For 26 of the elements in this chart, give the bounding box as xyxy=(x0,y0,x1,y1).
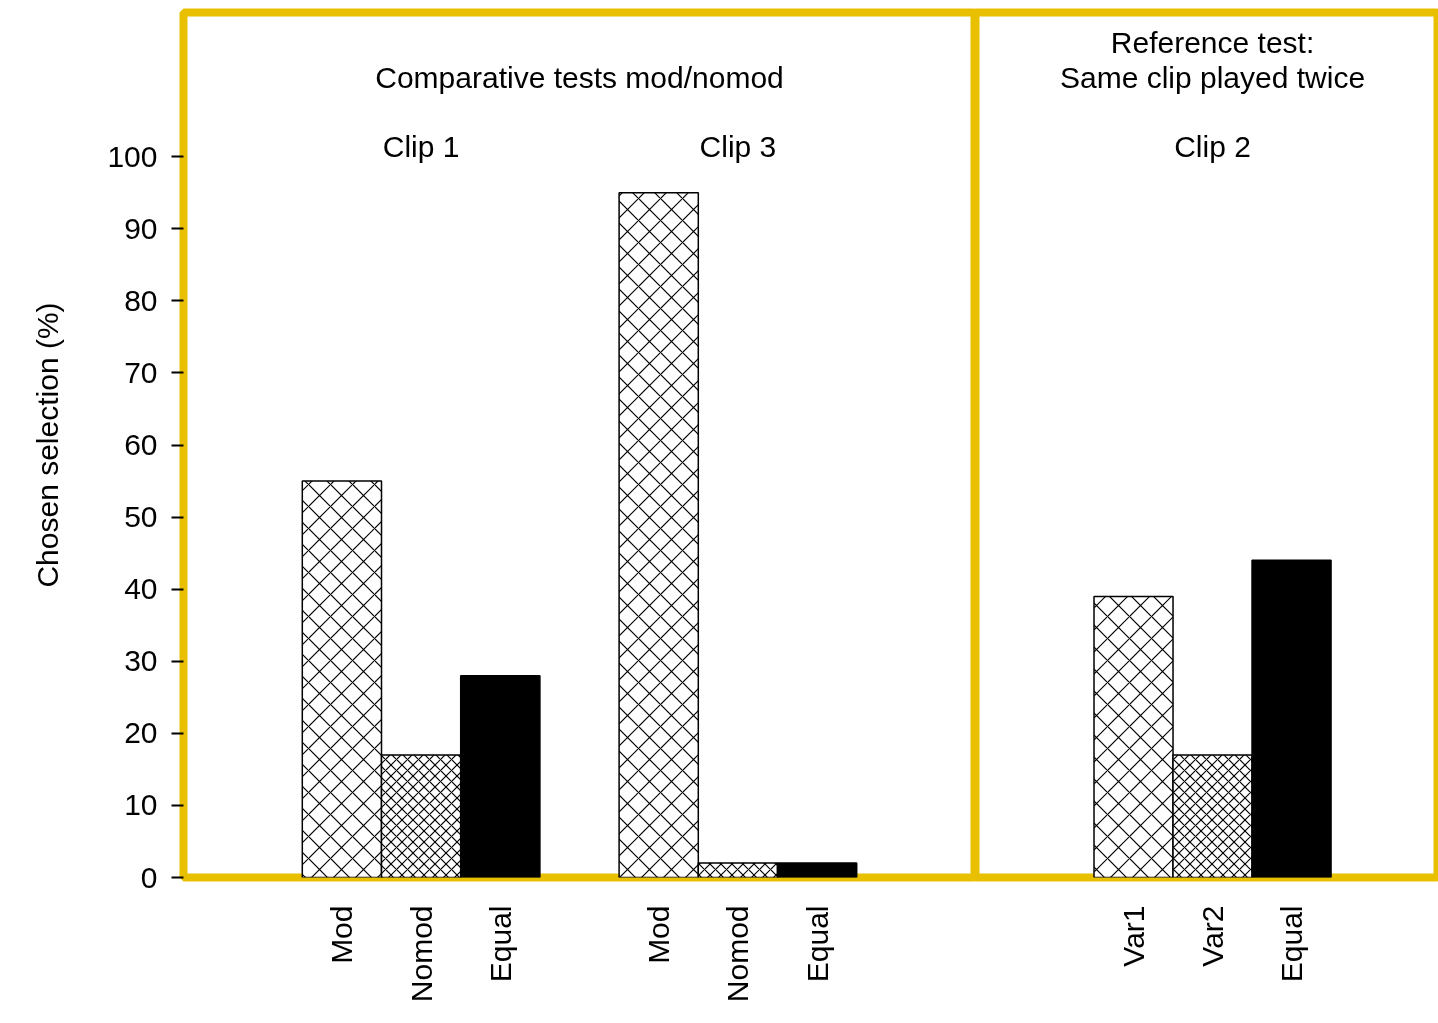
y-tick-label: 70 xyxy=(124,355,158,389)
text: Reference test: Same clip played twice xyxy=(1059,26,1366,94)
y-tick-label: 50 xyxy=(124,500,158,534)
x-tick-label: Mod xyxy=(325,905,359,964)
y-tick-label: 30 xyxy=(124,644,158,678)
y-tick-label: 60 xyxy=(124,428,158,461)
x-tick-label: Var1 xyxy=(1117,905,1151,967)
annotation: Clip 3 xyxy=(699,130,777,164)
x-tick-label: Mod xyxy=(642,905,676,964)
y-tick-label: 100 xyxy=(107,139,158,173)
x-tick-label: Equal xyxy=(1275,905,1309,983)
y-axis-title: Chosen selection (%) xyxy=(31,302,65,588)
y-tick-label: 20 xyxy=(124,716,158,750)
annotation: Clip 1 xyxy=(382,130,460,164)
y-tick-label: 10 xyxy=(124,788,158,822)
x-tick-label: Equal xyxy=(483,905,517,983)
y-tick-label: 40 xyxy=(124,572,158,606)
y-tick-label: 0 xyxy=(140,860,158,894)
x-tick-label: Equal xyxy=(800,905,834,983)
x-tick-label: Nomod xyxy=(721,905,755,1003)
y-tick-label: 90 xyxy=(124,211,158,245)
y-tick-label: 80 xyxy=(124,283,158,317)
x-tick-label: Var2 xyxy=(1196,905,1230,967)
text: Comparative tests mod/nomod xyxy=(375,60,784,94)
x-tick-label: Nomod xyxy=(404,905,438,1003)
annotation: Clip 2 xyxy=(1174,130,1251,164)
